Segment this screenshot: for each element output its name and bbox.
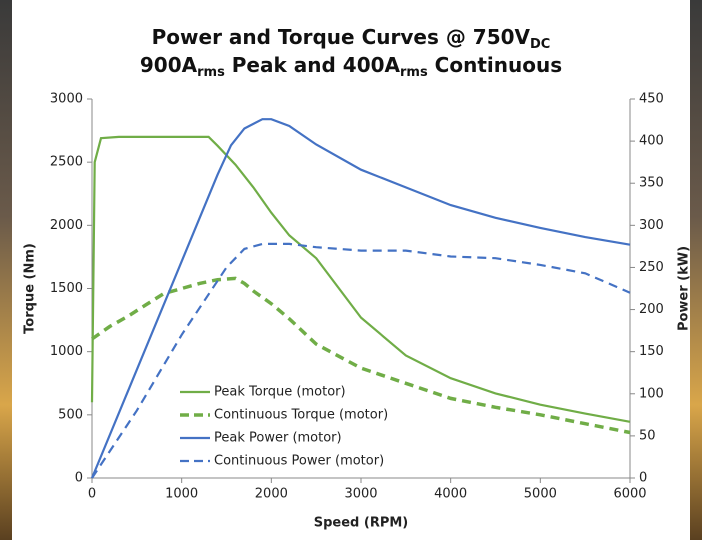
y-tick-label: 0 (75, 471, 83, 486)
y-tick-label: 1500 (50, 281, 83, 296)
title-subscript: rms (400, 65, 428, 80)
title-text: Peak and 400A (225, 53, 401, 77)
title-subscript: DC (530, 37, 550, 52)
x-tick-label: 3000 (344, 487, 377, 502)
y2-tick-label: 250 (639, 260, 664, 275)
y2-axis-title: Power (kW) (677, 246, 692, 331)
x-tick-label: 6000 (613, 487, 646, 502)
legend-label: Peak Power (motor) (214, 431, 342, 446)
series-line (91, 242, 631, 479)
x-axis-title: Speed (RPM) (314, 516, 409, 531)
legend-label: Peak Torque (motor) (214, 385, 346, 400)
y2-tick-label: 200 (639, 302, 664, 317)
chart-title: Power and Torque Curves @ 750VDC (152, 25, 551, 52)
y2-tick-label: 450 (639, 92, 664, 107)
y2-tick-label: 50 (639, 428, 656, 443)
series-line (90, 118, 631, 479)
y2-tick-label: 100 (639, 386, 664, 401)
title-text: 900A (140, 53, 198, 77)
legend-label: Continuous Power (motor) (214, 454, 384, 469)
y2-tick-label: 350 (639, 176, 664, 191)
y2-tick-label: 300 (639, 218, 664, 233)
series-line (90, 276, 631, 435)
y-tick-label: 1000 (50, 344, 83, 359)
x-tick-label: 5000 (524, 487, 557, 502)
title-text: Power and Torque Curves @ 750V (152, 25, 531, 49)
y2-tick-label: 150 (639, 344, 664, 359)
title-subscript: rms (197, 65, 225, 80)
title-text: Continuous (428, 53, 562, 77)
x-tick-label: 4000 (434, 487, 467, 502)
chart-panel (12, 0, 690, 540)
y-tick-label: 3000 (50, 92, 83, 107)
y-tick-label: 500 (58, 407, 83, 422)
legend-label: Continuous Torque (motor) (214, 408, 388, 423)
x-tick-label: 1000 (165, 487, 198, 502)
x-tick-label: 2000 (255, 487, 288, 502)
y-axis-title: Torque (Nm) (23, 243, 38, 334)
y-tick-label: 2000 (50, 218, 83, 233)
chart-title: 900Arms Peak and 400Arms Continuous (140, 53, 562, 80)
series-line (90, 135, 631, 423)
y2-tick-label: 400 (639, 134, 664, 149)
x-tick-label: 0 (88, 487, 96, 502)
y-tick-label: 2500 (50, 155, 83, 170)
y2-tick-label: 0 (639, 471, 647, 486)
